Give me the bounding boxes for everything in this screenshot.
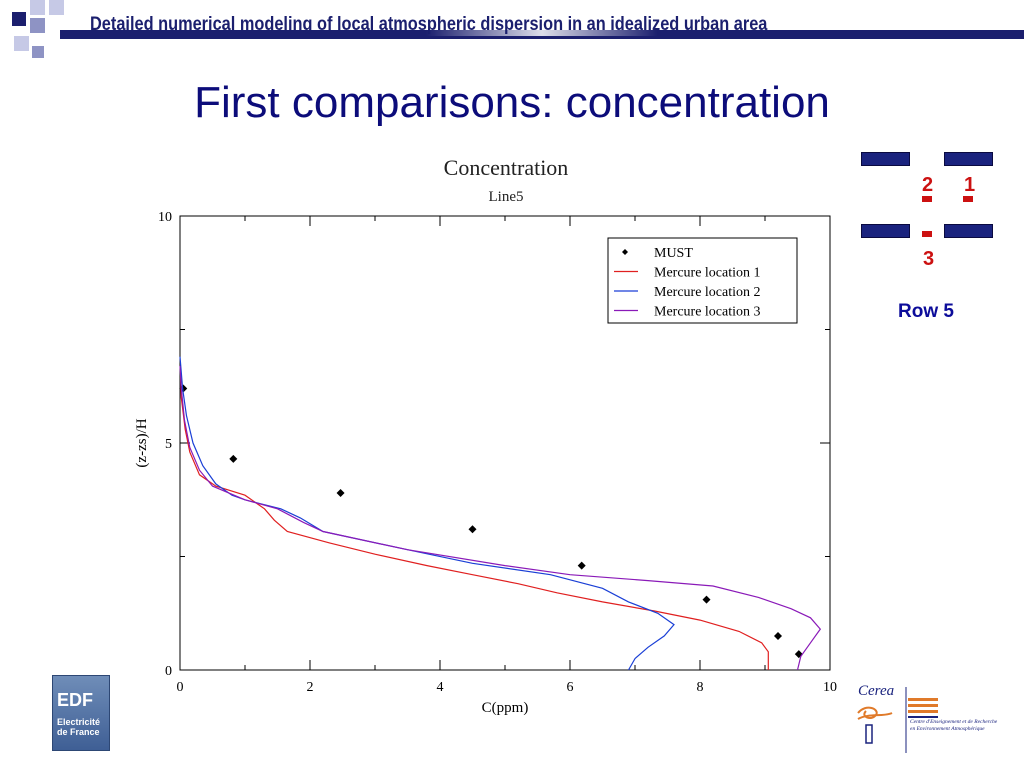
legend-label-must: MUST (654, 246, 693, 261)
cerea-logo-emblem (857, 687, 938, 753)
x-tick-label: 0 (177, 680, 184, 695)
x-tick-label: 10 (823, 680, 837, 695)
y-axis-title: (z-zs)/H (134, 418, 150, 467)
series-must (179, 384, 803, 659)
location-label-3: 3 (923, 248, 935, 270)
building-bottom-left (861, 224, 910, 238)
legend-label-mercure-location-3: Mercure location 3 (654, 305, 761, 320)
cerea-stripe-3 (908, 710, 938, 713)
tick-labels: 0 2 4 6 8 10 0 5 10 (158, 210, 837, 695)
cerea-logo: Cerea Centre d'Enseignement et de Recher… (852, 683, 1002, 763)
banner-square-6 (32, 46, 44, 58)
x-tick-label: 4 (437, 680, 444, 695)
x-axis-title: C(ppm) (482, 700, 529, 716)
x-tick-label: 2 (307, 680, 314, 695)
series-line-mercure-location-1 (180, 374, 769, 670)
cerea-stripe-1 (908, 698, 938, 701)
y-tick-label: 5 (165, 437, 172, 452)
building-top-right (944, 152, 993, 166)
cerea-stripe-4 (908, 716, 938, 718)
location-marker-1 (963, 196, 973, 202)
banner-square-4 (30, 18, 45, 33)
edf-subtitle-line1: Electricité (57, 717, 101, 727)
banner-decoration (12, 0, 1024, 58)
concentration-chart: Concentration Line5 0 2 4 6 8 10 0 5 10 C(ppm) (… (134, 155, 837, 716)
header-banner: Detailed numerical modeling of local atm… (0, 0, 1024, 60)
cerea-stripe-2 (908, 704, 938, 707)
cerea-logo-description: Centre d'Enseignement et de Recherche en… (910, 719, 998, 732)
location-label-1: 1 (964, 174, 976, 196)
location-marker-3 (922, 231, 932, 237)
x-tick-label: 6 (567, 680, 574, 695)
edf-subtitle-line2: de France (57, 727, 100, 737)
banner-square-5 (14, 36, 29, 51)
data-point-must (229, 454, 238, 463)
legend-label-mercure-location-1: Mercure location 1 (654, 266, 761, 281)
data-point-must (702, 595, 711, 604)
location-marker-2 (922, 196, 932, 202)
data-point-must (794, 650, 803, 659)
edf-logo-text: EDF (57, 690, 93, 710)
row-schematic: 2 1 3 Row 5 (855, 148, 1005, 328)
banner-fade-band (60, 14, 1024, 36)
slide-title: First comparisons: concentration (194, 78, 830, 127)
chart-title: Concentration (444, 155, 569, 180)
x-tick-label: 8 (697, 680, 704, 695)
chart-subtitle: Line5 (489, 189, 524, 205)
series-layer (179, 356, 822, 671)
data-point-must (577, 561, 586, 570)
cerea-logo-name: Cerea (858, 683, 895, 699)
y-tick-label: 10 (158, 210, 172, 225)
series-line-mercure-location-2 (179, 356, 675, 671)
building-top-left (861, 152, 910, 166)
cerea-swirl-icon (857, 706, 893, 720)
legend-box (607, 237, 798, 324)
chart-legend: MUST Mercure location 1 Mercure location 2… (607, 237, 798, 324)
y-tick-label: 0 (165, 664, 172, 679)
legend-label-mercure-location-2: Mercure location 2 (654, 285, 761, 300)
data-point-must (468, 525, 477, 534)
banner-square-2 (30, 0, 45, 15)
banner-title: Detailed numerical modeling of local atm… (90, 14, 768, 35)
banner-square-1 (12, 12, 26, 26)
banner-square-3 (49, 0, 64, 15)
location-label-2: 2 (922, 174, 934, 196)
legend-marker-must (622, 249, 628, 255)
series-line-mercure-location-3 (179, 365, 822, 671)
axis-ticks (179, 215, 831, 671)
data-point-must (336, 488, 345, 497)
data-point-must (774, 631, 782, 640)
row-label: Row 5 (898, 301, 954, 322)
edf-logo-subtitle: Electricité de France (57, 717, 109, 737)
building-bottom-right (944, 224, 993, 238)
edf-logo: EDF Electricité de France (52, 675, 110, 751)
cerea-column-icon (865, 724, 873, 744)
